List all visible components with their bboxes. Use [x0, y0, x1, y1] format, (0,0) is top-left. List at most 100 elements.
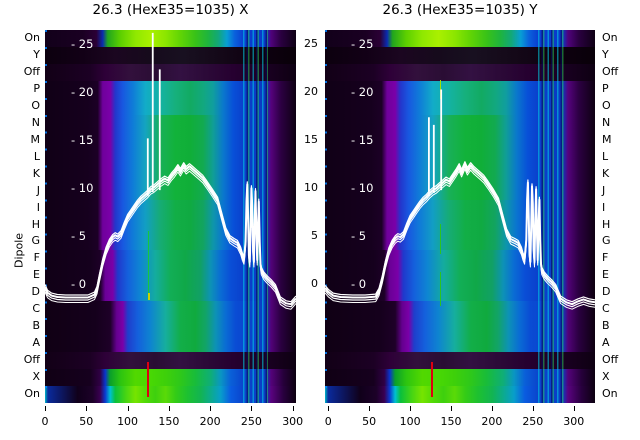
heatmap-row: [325, 250, 595, 268]
x-tick-label: 250: [240, 415, 262, 428]
heatmap-row: [325, 80, 595, 99]
inner-value-tick-label: - 10: [71, 181, 94, 196]
heatmap-row: [45, 335, 296, 353]
inner-value-tick-label: - 0: [71, 277, 87, 292]
inner-value-tick-label: - 25: [71, 37, 94, 52]
heatmap-row: [45, 284, 296, 302]
inner-value-tick-label: - 5: [71, 229, 87, 244]
value-tick-label: 5: [311, 229, 318, 243]
heatmap-row: [325, 97, 595, 116]
heatmap-row: [45, 369, 296, 387]
value-axis-labels: 25 20 15 10 5 0: [296, 30, 318, 403]
accent-line: [430, 361, 433, 398]
dipole-label-left: D: [31, 285, 40, 299]
inner-value-tick-label: - 0: [351, 277, 367, 292]
heatmap-row: [325, 352, 595, 370]
x-tick-label: 0: [324, 415, 332, 428]
inner-value-tick-label: - 20: [351, 85, 374, 100]
heatmap-row: [325, 318, 595, 336]
heatmap-row: [45, 216, 296, 235]
heatmap-row: [45, 182, 296, 201]
dipole-label-right: H: [602, 217, 611, 231]
stripe-overlay: [537, 30, 566, 403]
dipole-label-left: M: [30, 132, 41, 146]
panel-title-x: 26.3 (HexE35=1035) X: [92, 2, 249, 18]
dipole-label-left: A: [32, 336, 40, 350]
heatmap-row: [325, 30, 595, 48]
edge-dashes-icon: [45, 30, 47, 403]
heatmap-row: [45, 386, 296, 403]
inner-value-tick-label: - 10: [351, 181, 374, 196]
dipole-label-right: F: [602, 251, 609, 265]
dipole-label-left: Y: [33, 47, 40, 61]
dipole-label-left: H: [31, 217, 40, 231]
x-tick-label: 50: [79, 415, 94, 428]
accent-line: [440, 223, 442, 254]
x-tick-label: 200: [199, 415, 221, 428]
x-tick: [491, 406, 493, 411]
value-tick-label: 15: [304, 133, 318, 147]
heatmap-row: [45, 352, 296, 370]
x-tick: [410, 406, 412, 411]
heatmap-row: [325, 386, 595, 403]
dipole-label-left: P: [33, 81, 40, 95]
heatmap-row: [45, 30, 296, 48]
heatmap-row: [45, 131, 296, 150]
dipole-label-right: Off: [602, 64, 619, 78]
x-tick-label: 100: [399, 415, 421, 428]
heatmap-panel-x: - 25 - 20 - 15 - 10 - 5 - 0: [45, 30, 296, 403]
dipole-axis-left: On Y Off P O N M L K J I H G F E D C B A Off X On: [0, 30, 40, 403]
dipole-label-left: B: [32, 319, 40, 333]
heatmap-row: [325, 284, 595, 302]
x-tick-label: 300: [282, 415, 304, 428]
dipole-label-right: J: [602, 183, 606, 197]
dipole-axis-right: On Y Off P O N M L K J I H G F E D C B A Off X On: [602, 30, 640, 403]
x-tick-label: 150: [440, 415, 462, 428]
heatmap-panel-y: - 25 - 20 - 15 - 10 - 5 - 0: [325, 30, 595, 403]
x-tick-label: 150: [158, 415, 180, 428]
x-tick: [168, 406, 170, 411]
heatmap-row: [45, 250, 296, 268]
dipole-label-right: C: [602, 302, 610, 316]
heatmap-row: [325, 131, 595, 150]
dipole-label-right: A: [602, 336, 610, 350]
accent-line: [148, 292, 151, 301]
heatmap-row: [45, 199, 296, 218]
trace-line: [45, 169, 296, 310]
x-tick: [45, 406, 46, 411]
x-tick-label: 100: [117, 415, 139, 428]
heatmap-row: [45, 97, 296, 116]
dipole-label-right: X: [602, 370, 610, 384]
edge-dashes-icon: [325, 30, 327, 403]
dipole-label-left: Off: [23, 353, 40, 367]
dipole-label-left: C: [32, 302, 40, 316]
x-tick: [573, 406, 575, 411]
heatmap-row: [45, 318, 296, 336]
heatmap-row: [45, 267, 296, 285]
heatmap-row: [325, 267, 595, 285]
heatmap-row: [45, 80, 296, 99]
heatmap-row: [45, 114, 296, 133]
x-tick-label: 300: [563, 415, 585, 428]
inner-value-tick-label: - 15: [71, 133, 94, 148]
accent-line: [146, 361, 149, 398]
x-tick: [292, 406, 294, 411]
dipole-label-right: On: [602, 31, 618, 44]
value-tick-label: 25: [304, 37, 318, 51]
dipole-label-left: On: [24, 387, 40, 401]
x-tick: [86, 406, 88, 411]
heatmap-row: [45, 301, 296, 319]
dipole-label-right: E: [602, 268, 609, 282]
dipole-label-right: D: [602, 285, 611, 299]
dipole-label-left: E: [33, 268, 40, 282]
dipole-label-right: B: [602, 319, 610, 333]
heatmap-row: [325, 63, 595, 82]
dipole-label-right: Off: [602, 353, 619, 367]
x-tick: [369, 406, 371, 411]
dipole-label-left: F: [33, 251, 40, 265]
dipole-label-right: M: [602, 132, 612, 146]
accent-line: [440, 272, 442, 306]
dipole-label-right: N: [602, 115, 611, 129]
x-tick: [127, 406, 129, 411]
intensity-trace: [45, 32, 296, 310]
